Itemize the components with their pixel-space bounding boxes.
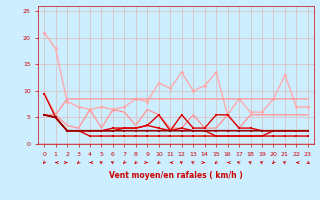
X-axis label: Vent moyen/en rafales ( km/h ): Vent moyen/en rafales ( km/h ) [109, 171, 243, 180]
